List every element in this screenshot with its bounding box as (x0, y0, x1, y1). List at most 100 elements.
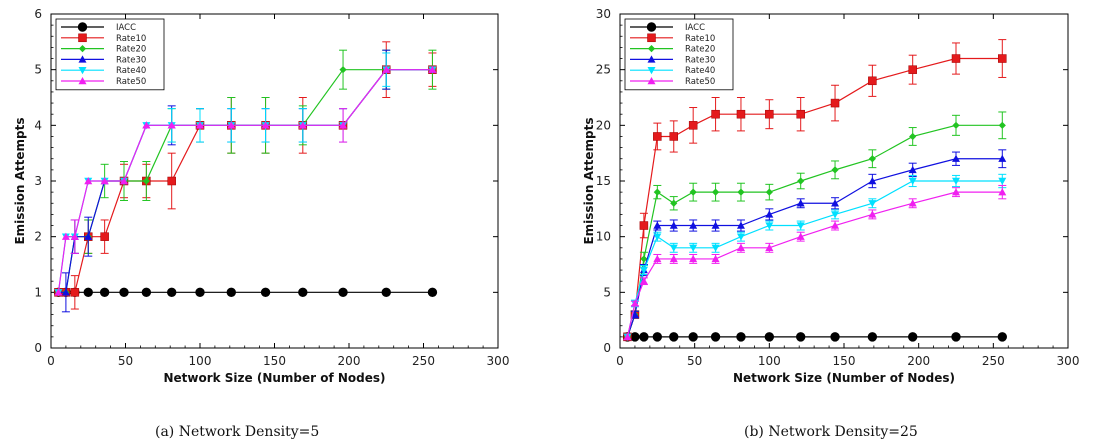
legend-marker (646, 22, 657, 32)
x-tick-label: 0 (616, 354, 624, 368)
data-point (83, 287, 93, 298)
data-point (868, 177, 877, 185)
data-point (765, 222, 774, 230)
x-tick-label: 150 (833, 354, 856, 368)
data-point (669, 244, 678, 252)
data-point (868, 200, 877, 208)
data-point (639, 332, 649, 342)
data-point (796, 222, 805, 230)
legend-marker (78, 55, 87, 63)
series-iacc (622, 332, 1007, 342)
y-tick-label: 6 (34, 7, 42, 21)
x-tick-label: 150 (263, 354, 286, 368)
data-point (382, 65, 391, 73)
legend-marker (647, 55, 656, 63)
legend-label: Rate40 (116, 66, 146, 76)
data-point (796, 109, 805, 119)
legend-box (624, 18, 734, 91)
data-point (339, 121, 348, 129)
y-tick-label: 15 (596, 174, 611, 188)
data-point (831, 221, 840, 229)
data-point (908, 65, 917, 74)
data-point (797, 177, 805, 185)
data-point (669, 132, 679, 141)
data-point (689, 188, 697, 196)
legend-marker (78, 45, 87, 53)
data-point (689, 244, 698, 252)
data-point (639, 266, 648, 275)
data-point (630, 299, 639, 307)
data-point (710, 332, 721, 342)
data-point (141, 287, 152, 298)
y-tick-label: 4 (34, 118, 42, 132)
data-point (736, 109, 746, 119)
data-point (736, 332, 746, 342)
legend-label: Rate20 (116, 45, 146, 55)
legend-label: Rate20 (685, 45, 715, 55)
data-point (653, 254, 662, 263)
data-point (998, 177, 1007, 185)
data-point (795, 332, 806, 342)
data-point (669, 254, 678, 263)
data-point (997, 332, 1007, 342)
data-point (736, 233, 745, 241)
data-point (765, 243, 774, 251)
data-point (998, 54, 1007, 63)
series-rate50 (623, 184, 1007, 341)
legend-marker (78, 77, 87, 85)
data-point (831, 211, 840, 219)
data-point (640, 255, 648, 263)
x-tick-label: 50 (687, 354, 702, 368)
data-point (670, 199, 678, 207)
data-point (907, 332, 918, 342)
data-point (100, 177, 109, 185)
legend-marker (77, 22, 88, 32)
data-point (831, 199, 840, 207)
data-point (428, 65, 437, 73)
data-point (99, 287, 110, 298)
data-point (260, 287, 271, 298)
data-point (261, 121, 270, 129)
data-point (688, 121, 698, 130)
data-point (298, 121, 307, 129)
data-point (298, 287, 308, 298)
data-point (711, 109, 720, 119)
data-point (765, 109, 774, 119)
data-point (84, 232, 93, 240)
data-point (796, 232, 805, 240)
data-point (952, 177, 960, 185)
x-tick-label: 300 (487, 354, 510, 368)
y-tick-label: 2 (34, 230, 42, 244)
x-tick-label: 0 (47, 354, 55, 368)
data-point (998, 188, 1007, 196)
data-point (120, 177, 129, 185)
data-point (639, 277, 648, 285)
data-point (909, 132, 917, 141)
legend-marker (647, 33, 656, 43)
data-point (868, 76, 877, 86)
data-point (623, 332, 632, 341)
data-point (226, 287, 236, 298)
data-point (195, 287, 205, 298)
data-point (908, 165, 917, 174)
data-point (868, 155, 876, 163)
legend-label: Rate10 (685, 34, 715, 44)
x-tick-label: 200 (338, 354, 361, 368)
y-tick-label: 5 (603, 285, 611, 299)
legend-marker (78, 67, 87, 75)
data-point (689, 221, 698, 229)
data-point (867, 332, 878, 342)
data-point (427, 287, 438, 298)
data-point (119, 287, 129, 298)
y-axis-label: Emission Attempts (582, 117, 596, 244)
data-point (952, 154, 960, 162)
data-point (764, 332, 775, 342)
data-point (54, 288, 63, 296)
data-point (689, 254, 698, 263)
x-tick-label: 250 (982, 354, 1005, 368)
data-point (652, 332, 663, 342)
x-axis-label: Network Size (Number of Nodes) (733, 371, 955, 385)
x-tick-label: 50 (118, 354, 133, 368)
data-point (167, 176, 176, 186)
